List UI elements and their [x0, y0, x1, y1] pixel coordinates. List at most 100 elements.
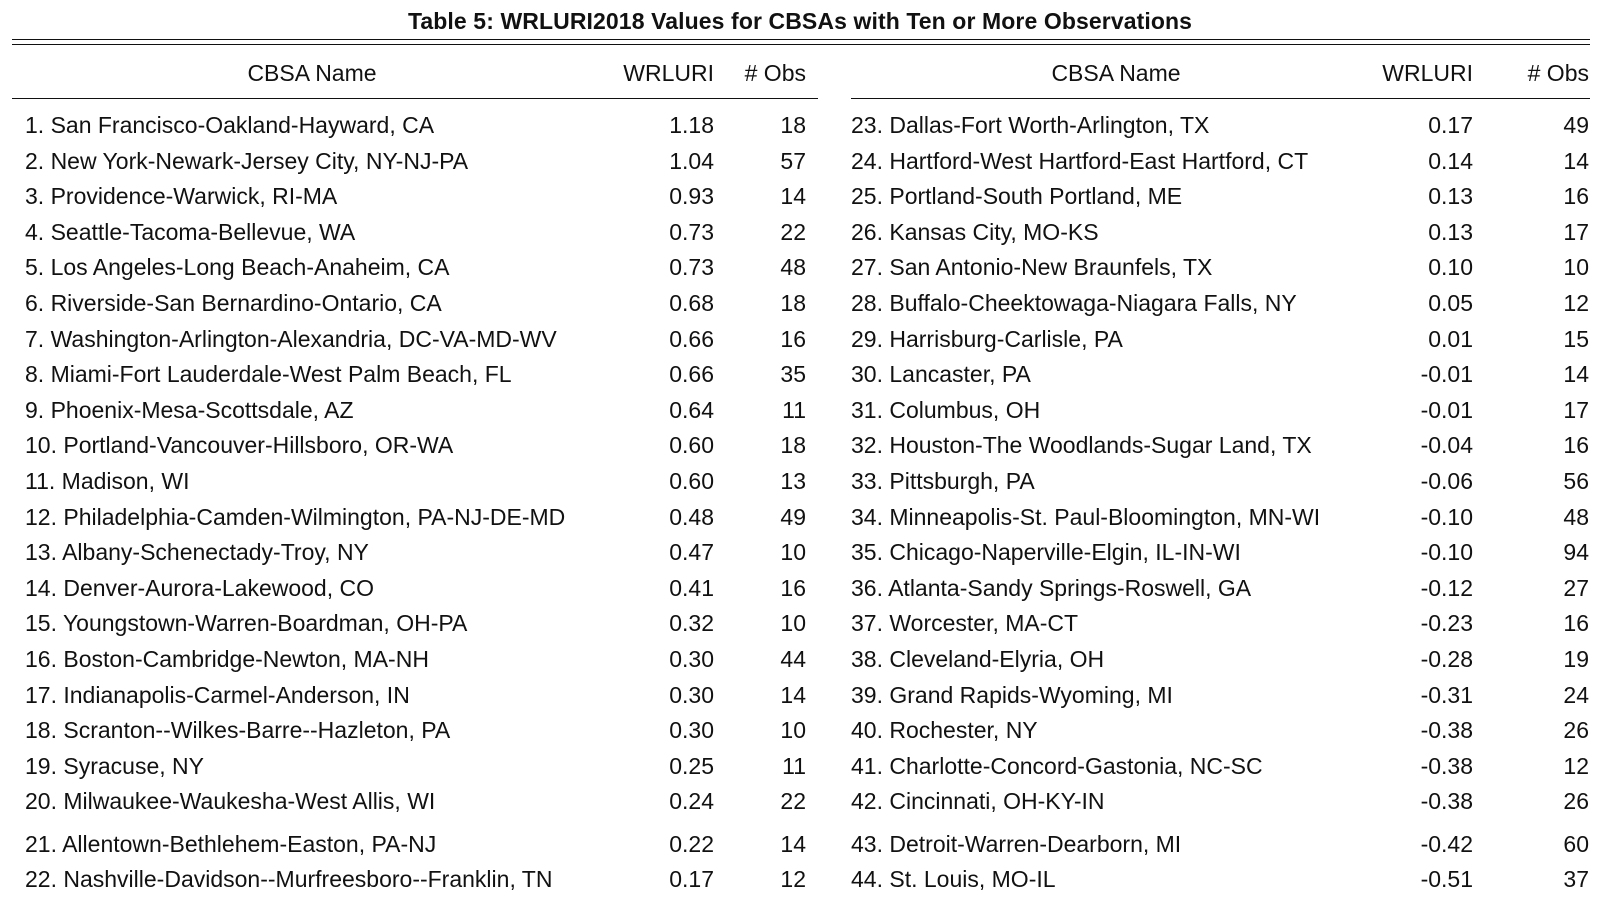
wrluri-value-cell: 0.93 [669, 183, 714, 210]
obs-count-cell: 48 [1563, 503, 1589, 530]
obs-count-cell: 14 [1563, 361, 1589, 388]
wrluri-value-cell: 0.25 [669, 752, 714, 779]
wrluri-value-cell: 0.41 [669, 574, 714, 601]
cbsa-name-cell: 19. Syracuse, NY [25, 752, 204, 779]
cbsa-name-cell: 17. Indianapolis-Carmel-Anderson, IN [25, 681, 410, 708]
table-row: 24. Hartford-West Hartford-East Hartford… [851, 147, 1590, 183]
obs-count-cell: 60 [1563, 830, 1589, 857]
cbsa-name-cell: 37. Worcester, MA-CT [851, 610, 1079, 637]
table-row: 32. Houston-The Woodlands-Sugar Land, TX… [851, 431, 1590, 467]
table-title: Table 5: WRLURI2018 Values for CBSAs wit… [407, 8, 1193, 34]
wrluri-value-cell: -0.01 [1420, 361, 1473, 388]
table-row: 42. Cincinnati, OH-KY-IN -0.38 26 [851, 787, 1590, 823]
wrluri-value-cell: -0.10 [1420, 539, 1473, 566]
table-row: 1. San Francisco-Oakland-Hayward, CA 1.18… [12, 111, 818, 147]
table-row: 14. Denver-Aurora-Lakewood, CO 0.41 16 [12, 574, 818, 610]
table-row: 21. Allentown-Bethlehem-Easton, PA-NJ 0.2… [12, 830, 818, 866]
wrluri-value-cell: 0.66 [669, 361, 714, 388]
obs-count-cell: 13 [780, 467, 806, 494]
wrluri-value-cell: -0.04 [1420, 432, 1473, 459]
cbsa-name-cell: 18. Scranton--Wilkes-Barre--Hazleton, PA [25, 717, 451, 744]
column-header-row: CBSA Name WRLURI # Obs [851, 60, 1590, 88]
header-rule [851, 98, 1590, 99]
obs-count-cell: 16 [1563, 610, 1589, 637]
obs-count-cell: 10 [780, 717, 806, 744]
cbsa-name-cell: 1. San Francisco-Oakland-Hayward, CA [25, 112, 435, 138]
obs-count-cell: 14 [780, 183, 806, 210]
cbsa-name-cell: 20. Milwaukee-Waukesha-West Allis, WI [25, 788, 436, 815]
wrluri-value-cell: 0.01 [1428, 325, 1473, 352]
obs-count-cell: 56 [1563, 467, 1589, 494]
title-rule-bottom [12, 44, 1590, 45]
cbsa-name-cell: 4. Seattle-Tacoma-Bellevue, WA [25, 218, 356, 245]
cbsa-name-cell: 12. Philadelphia-Camden-Wilmington, PA-N… [25, 503, 566, 530]
obs-count-cell: 22 [780, 218, 806, 245]
obs-count-cell: 12 [780, 866, 806, 893]
wrluri-value-cell: -0.38 [1420, 717, 1473, 744]
obs-count-cell: 12 [1563, 289, 1589, 316]
wrluri-value-cell: 0.24 [669, 788, 714, 815]
obs-count-cell: 94 [1563, 539, 1589, 566]
cbsa-name-cell: 22. Nashville-Davidson--Murfreesboro--Fr… [25, 866, 553, 893]
wrluri-value-cell: 0.48 [669, 503, 714, 530]
cbsa-name-cell: 25. Portland-South Portland, ME [851, 183, 1183, 210]
table-row: 34. Minneapolis-St. Paul-Bloomington, MN… [851, 503, 1590, 539]
cbsa-name-cell: 32. Houston-The Woodlands-Sugar Land, TX [851, 432, 1312, 459]
wrluri-value-cell: 0.73 [669, 218, 714, 245]
obs-count-cell: 17 [1563, 396, 1589, 423]
obs-count-cell: 14 [780, 830, 806, 857]
wrluri-value-cell: 0.05 [1428, 289, 1473, 316]
wrluri-value-cell: -0.51 [1420, 866, 1473, 893]
wrluri-value-cell: 0.13 [1428, 218, 1473, 245]
wrluri-value-cell: 1.04 [669, 147, 714, 174]
table-row: 11. Madison, WI 0.60 13 [12, 467, 818, 503]
table-row: 37. Worcester, MA-CT -0.23 16 [851, 609, 1590, 645]
table-row: 17. Indianapolis-Carmel-Anderson, IN 0.30… [12, 681, 818, 717]
table-row: 40. Rochester, NY -0.38 26 [851, 716, 1590, 752]
obs-count-cell: 17 [1563, 218, 1589, 245]
wrluri-value-cell: 0.17 [669, 866, 714, 893]
column-header-row: CBSA Name WRLURI # Obs [12, 60, 818, 88]
column-header-cbsa-name: CBSA Name [1051, 60, 1181, 86]
wrluri-value-cell: 0.30 [669, 681, 714, 708]
wrluri-value-cell: -0.12 [1420, 574, 1473, 601]
wrluri-value-cell: -0.38 [1420, 752, 1473, 779]
wrluri-value-cell: 0.14 [1428, 147, 1473, 174]
cbsa-name-cell: 39. Grand Rapids-Wyoming, MI [851, 681, 1173, 708]
wrluri-value-cell: -0.06 [1420, 467, 1473, 494]
column-header-obs: # Obs [744, 60, 806, 86]
obs-count-cell: 14 [780, 681, 806, 708]
obs-count-cell: 15 [1563, 325, 1589, 352]
cbsa-name-cell: 33. Pittsburgh, PA [851, 467, 1035, 494]
cbsa-name-cell: 6. Riverside-San Bernardino-Ontario, CA [25, 289, 442, 316]
table-rows-right: 23. Dallas-Fort Worth-Arlington, TX 0.17 4… [851, 111, 1590, 901]
wrluri-value-cell: 0.60 [669, 432, 714, 459]
cbsa-name-cell: 23. Dallas-Fort Worth-Arlington, TX [851, 112, 1210, 138]
obs-count-cell: 16 [1563, 432, 1589, 459]
cbsa-name-cell: 38. Cleveland-Elyria, OH [851, 645, 1105, 672]
wrluri-value-cell: -0.28 [1420, 645, 1473, 672]
table-row: 16. Boston-Cambridge-Newton, MA-NH 0.30 44 [12, 645, 818, 681]
table-row: 15. Youngstown-Warren-Boardman, OH-PA 0.3… [12, 609, 818, 645]
table-row: 6. Riverside-San Bernardino-Ontario, CA 0… [12, 289, 818, 325]
cbsa-name-cell: 28. Buffalo-Cheektowaga-Niagara Falls, N… [851, 289, 1297, 316]
cbsa-name-cell: 5. Los Angeles-Long Beach-Anaheim, CA [25, 254, 450, 281]
wrluri-value-cell: -0.31 [1420, 681, 1473, 708]
obs-count-cell: 48 [780, 254, 806, 281]
obs-count-cell: 49 [1563, 112, 1589, 138]
cbsa-name-cell: 41. Charlotte-Concord-Gastonia, NC-SC [851, 752, 1263, 779]
table-row: 19. Syracuse, NY 0.25 11 [12, 752, 818, 788]
wrluri-value-cell: 0.22 [669, 830, 714, 857]
obs-count-cell: 26 [1563, 717, 1589, 744]
table-row: 44. St. Louis, MO-IL -0.51 37 [851, 865, 1590, 901]
wrluri-value-cell: 0.47 [669, 539, 714, 566]
table-row: 27. San Antonio-New Braunfels, TX 0.10 10 [851, 253, 1590, 289]
table-row: 8. Miami-Fort Lauderdale-West Palm Beach… [12, 360, 818, 396]
wrluri-value-cell: 0.66 [669, 325, 714, 352]
obs-count-cell: 37 [1563, 866, 1589, 893]
obs-count-cell: 57 [780, 147, 806, 174]
cbsa-name-cell: 42. Cincinnati, OH-KY-IN [851, 788, 1105, 815]
table-row: 12. Philadelphia-Camden-Wilmington, PA-N… [12, 503, 818, 539]
table-row: 43. Detroit-Warren-Dearborn, MI -0.42 60 [851, 830, 1590, 866]
obs-count-cell: 24 [1563, 681, 1589, 708]
